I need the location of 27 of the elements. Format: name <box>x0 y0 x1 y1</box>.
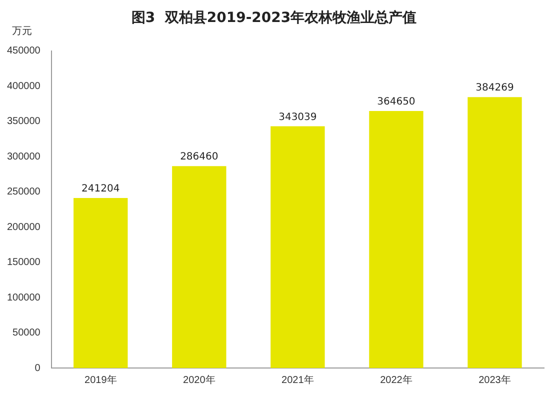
x-tick-label: 2020年 <box>183 374 216 386</box>
y-tick-label: 350000 <box>6 116 41 128</box>
y-tick-label: 300000 <box>6 151 41 162</box>
x-tick-label: 2023年 <box>478 374 511 386</box>
data-label: 384269 <box>476 82 514 94</box>
y-tick-label: 150000 <box>6 257 41 268</box>
y-axis-title: 万元 <box>12 25 32 38</box>
data-label: 241204 <box>82 184 120 195</box>
y-tick-label: 200000 <box>6 222 41 233</box>
y-tick-label: 0 <box>34 362 41 374</box>
data-label: 364650 <box>377 96 416 108</box>
y-tick-label: 50000 <box>12 328 41 339</box>
y-tick-label: 450000 <box>6 46 41 57</box>
bar <box>172 166 226 368</box>
x-tick-label: 2019年 <box>84 374 117 386</box>
bar <box>369 110 424 368</box>
x-tick-label: 2021年 <box>282 374 314 386</box>
data-label: 286460 <box>180 152 218 163</box>
y-tick-label: 400000 <box>6 80 41 92</box>
bar <box>468 97 522 368</box>
bar <box>74 198 128 368</box>
y-tick-label: 100000 <box>6 292 41 304</box>
x-tick-label: 2022年 <box>380 374 412 386</box>
bar <box>270 126 325 368</box>
chart-title: 图3 双柏县2019-2023年农林牧渔业总产值 <box>131 9 417 26</box>
y-tick-label: 250000 <box>6 186 41 198</box>
data-label: 343039 <box>278 112 317 123</box>
